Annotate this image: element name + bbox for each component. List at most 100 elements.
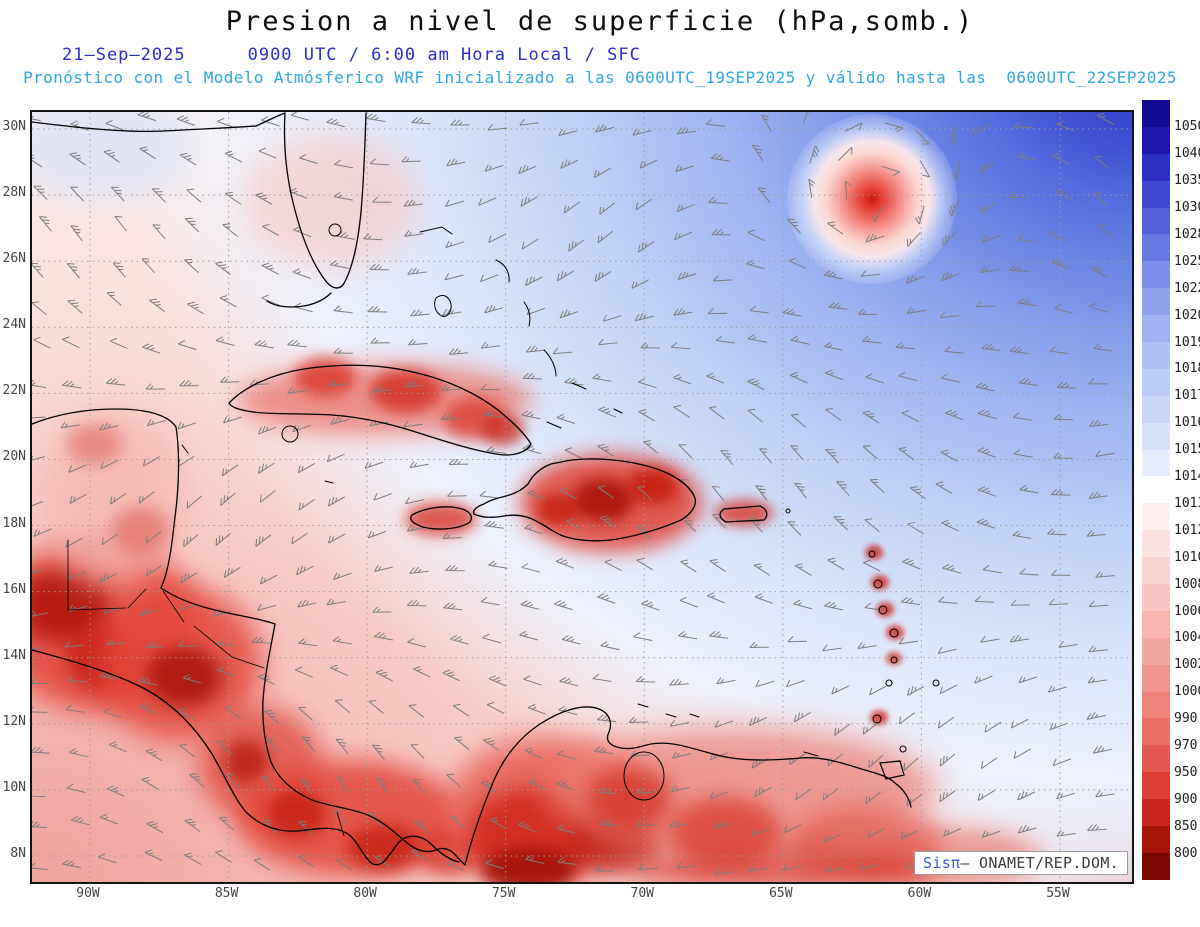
pressure-shade-blob	[871, 575, 889, 590]
lat-tick-label: 18N	[2, 515, 26, 531]
lat-tick-label: 10N	[2, 779, 26, 795]
colorbar-level-label: 1030	[1174, 200, 1200, 216]
colorbar-level-label: 850	[1174, 818, 1198, 834]
colorbar-segment	[1142, 261, 1170, 289]
pressure-shade-blob	[870, 710, 888, 725]
small-islands	[181, 223, 940, 801]
colorbar-level-label: 1012	[1174, 522, 1200, 538]
colorbar-level-label: 1040	[1174, 146, 1200, 162]
colorbar-segment	[1142, 826, 1170, 853]
lat-tick-label: 14N	[2, 647, 26, 663]
colorbar-level-label: 1004	[1174, 630, 1200, 646]
colorbar-segment	[1142, 180, 1170, 208]
lon-tick-label: 80W	[353, 886, 377, 901]
colorbar-segment	[1142, 207, 1170, 235]
colorbar-segment	[1142, 395, 1170, 423]
colorbar	[1142, 100, 1170, 880]
colorbar-level-label: 1002	[1174, 657, 1200, 673]
lat-tick-label: 8N	[10, 845, 26, 861]
lat-tick-label: 22N	[2, 383, 26, 399]
colorbar-segment	[1142, 315, 1170, 343]
colorbar-level-label: 1035	[1174, 173, 1200, 189]
colorbar-level-label: 1010	[1174, 549, 1200, 565]
colorbar-segment	[1142, 100, 1170, 127]
coastlines-layer	[32, 112, 940, 866]
pressure-shade-blob	[482, 847, 577, 882]
colorbar-segment	[1142, 691, 1170, 719]
credit-box: Sisπ— ONAMET/REP.DOM.	[914, 851, 1128, 875]
pressure-shade-blob	[224, 740, 269, 785]
lon-tick-label: 75W	[491, 886, 516, 901]
pressure-shade-blob	[294, 358, 356, 396]
colorbar-level-label: 990	[1174, 711, 1198, 727]
colorbar-level-label: 1050	[1174, 119, 1200, 135]
colorbar-level-label: 1015	[1174, 442, 1200, 458]
datetime-line: 21–Sep–2025 0900 UTC / 6:00 am Hora Local…	[62, 45, 641, 65]
colorbar-segment	[1142, 610, 1170, 638]
colorbar-segment	[1142, 342, 1170, 369]
page-title: Presion a nivel de superficie (hPa,somb.…	[225, 6, 975, 37]
colorbar-segment	[1142, 234, 1170, 262]
colorbar-segment	[1142, 664, 1170, 692]
colorbar-segment	[1142, 772, 1170, 800]
pressure-shade-blob	[587, 767, 672, 829]
date-label: 21–Sep–2025	[62, 45, 186, 65]
lat-tick-label: 16N	[2, 581, 26, 597]
mainland-coastline	[32, 112, 912, 866]
colorbar-level-label: 1022	[1174, 280, 1200, 296]
colorbar-segment	[1142, 503, 1170, 531]
lon-tick-label: 55W	[1046, 886, 1070, 901]
colorbar-level-label: 1025	[1174, 253, 1200, 269]
colorbar-level-label: 1019	[1174, 334, 1200, 350]
lon-tick-label: 65W	[769, 886, 793, 901]
tropical-cyclone-shading	[787, 114, 957, 284]
time-label: 0900 UTC / 6:00 am Hora Local / SFC	[247, 45, 641, 65]
colorbar-level-label: 1018	[1174, 361, 1200, 377]
colorbar-level-label: 950	[1174, 764, 1198, 780]
lon-tick-label: 90W	[76, 886, 100, 901]
colorbar-segment	[1142, 799, 1170, 827]
wind-barbs-layer	[32, 112, 1115, 876]
lon-tick-label: 85W	[214, 886, 239, 901]
pressure-shade-blob	[886, 652, 902, 665]
colorbar-level-label: 1016	[1174, 415, 1200, 431]
islands-coastline	[228, 364, 905, 780]
colorbar-segment	[1142, 584, 1170, 611]
colorbar-segment	[1142, 368, 1170, 396]
colorbar-level-label: 1008	[1174, 576, 1200, 592]
pressure-shade-blob	[627, 847, 937, 882]
colorbar-level-label: 1020	[1174, 307, 1200, 323]
pressure-shade-blob	[482, 414, 524, 446]
colorbar-segment	[1142, 422, 1170, 450]
colorbar-level-label: 1014	[1174, 469, 1200, 485]
forecast-info-line: Pronóstico con el Modelo Atmósferico WRF…	[23, 68, 1177, 87]
pressure-shade-blob	[112, 507, 170, 555]
country-borders	[67, 539, 345, 837]
colorbar-segment	[1142, 637, 1170, 665]
colorbar-segment	[1142, 153, 1170, 181]
pressure-shade-blob	[67, 424, 122, 464]
lat-tick-label: 20N	[2, 449, 26, 465]
pressure-shade-blob	[886, 625, 904, 640]
colorbar-level-label: 1013	[1174, 495, 1200, 511]
wind-barbs	[32, 112, 1115, 876]
lon-tick-label: 60W	[907, 886, 932, 901]
colorbar-segment	[1142, 126, 1170, 154]
lat-tick-label: 30N	[2, 119, 26, 134]
colorbar-segment	[1142, 449, 1170, 477]
colorbar-level-label: 1017	[1174, 388, 1200, 404]
colorbar-segment	[1142, 852, 1170, 880]
lat-tick-label: 12N	[2, 713, 26, 729]
lat-tick-label: 26N	[2, 251, 26, 267]
colorbar-level-label: 1000	[1174, 684, 1200, 700]
colorbar-level-label: 900	[1174, 791, 1198, 807]
colorbar-level-label: 800	[1174, 845, 1198, 861]
colorbar-level-label: 1028	[1174, 226, 1200, 242]
colorbar-level-label: 970	[1174, 738, 1198, 754]
pressure-shade-blob	[405, 502, 477, 536]
pressure-shade-blobs	[32, 112, 1132, 882]
pressure-map: Sisπ— ONAMET/REP.DOM.	[30, 110, 1134, 884]
credit-text: — ONAMET/REP.DOM.	[960, 854, 1119, 872]
colorbar-level-label: 1006	[1174, 603, 1200, 619]
